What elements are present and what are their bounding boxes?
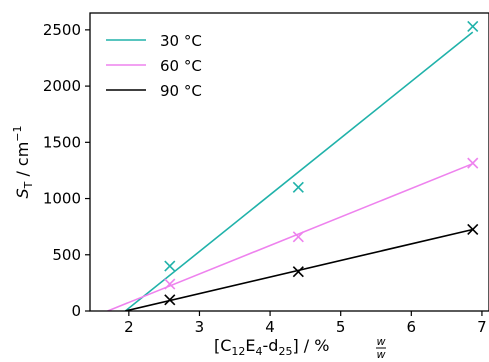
data-point-series-3	[164, 294, 176, 306]
data-point-series-3	[467, 223, 479, 236]
y-tick-label: 1500	[43, 133, 81, 151]
data-point-series-2	[164, 278, 176, 290]
y-tick-label: 2500	[43, 21, 81, 39]
data-point-series-2	[292, 231, 304, 243]
fit-line-series-2	[107, 162, 474, 311]
fraction-denominator: w	[377, 348, 386, 361]
data-point-series-1	[164, 260, 176, 272]
y-tick-label: 2000	[43, 77, 81, 95]
legend-label: 60 °C	[160, 57, 202, 75]
fit-line-series-1	[124, 31, 474, 311]
legend-label: 90 °C	[160, 82, 202, 100]
x-tick-label: 3	[195, 318, 205, 336]
plot-area	[107, 20, 479, 311]
fraction-numerator: w	[377, 335, 386, 348]
x-axis-label: [C12E4-d25] / %	[214, 336, 329, 358]
x-axis-label-fraction: w w	[376, 335, 386, 361]
x-tick-label: 7	[477, 318, 487, 336]
x-tick-label: 4	[265, 318, 275, 336]
y-tick-label: 1000	[43, 190, 81, 208]
y-axis-label: ST / cm−1	[11, 125, 35, 198]
plot-frame	[89, 12, 489, 312]
x-tick-label: 5	[336, 318, 346, 336]
y-tick-label: 0	[71, 302, 81, 320]
data-point-series-3	[292, 266, 304, 278]
legend-label: 30 °C	[160, 32, 202, 50]
x-tick-label: 2	[124, 318, 134, 336]
data-point-series-1	[292, 181, 304, 193]
legend: 30 °C 60 °C 90 °C	[106, 32, 202, 100]
x-tick-label: 6	[407, 318, 417, 336]
data-point-series-2	[467, 157, 479, 169]
data-point-series-1	[467, 20, 479, 33]
axis-ticks: 2 3 4 5 6 7 0 500 1000 1500 2000 2500	[43, 21, 487, 336]
y-tick-label: 500	[52, 246, 81, 264]
